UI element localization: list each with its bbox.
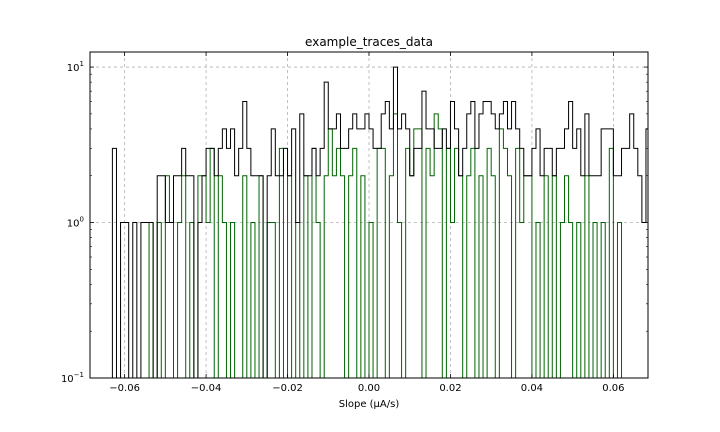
y-tick-label: 101	[67, 60, 84, 74]
x-tick-label: −0.02	[272, 383, 303, 394]
histogram-series	[111, 66, 648, 378]
y-axis: 10−1 100 101	[61, 60, 648, 385]
y-tick-label: 100	[67, 216, 84, 230]
y-tick-label: 10−1	[61, 371, 84, 385]
x-tick-label: 0.02	[439, 383, 461, 394]
x-tick-label: 0.00	[358, 383, 380, 394]
green-histogram-series	[112, 113, 648, 378]
black-histogram-series	[111, 66, 648, 378]
x-axis-label: Slope (μA/s)	[339, 399, 400, 410]
x-tick-label: −0.04	[191, 383, 222, 394]
x-tick-label: 0.04	[521, 383, 543, 394]
x-axis: −0.06 −0.04 −0.02 0.00 0.02 0.04 0.06	[109, 52, 625, 394]
x-tick-label: 0.06	[602, 383, 624, 394]
x-tick-label: −0.06	[109, 383, 140, 394]
chart-title: example_traces_data	[305, 35, 433, 49]
